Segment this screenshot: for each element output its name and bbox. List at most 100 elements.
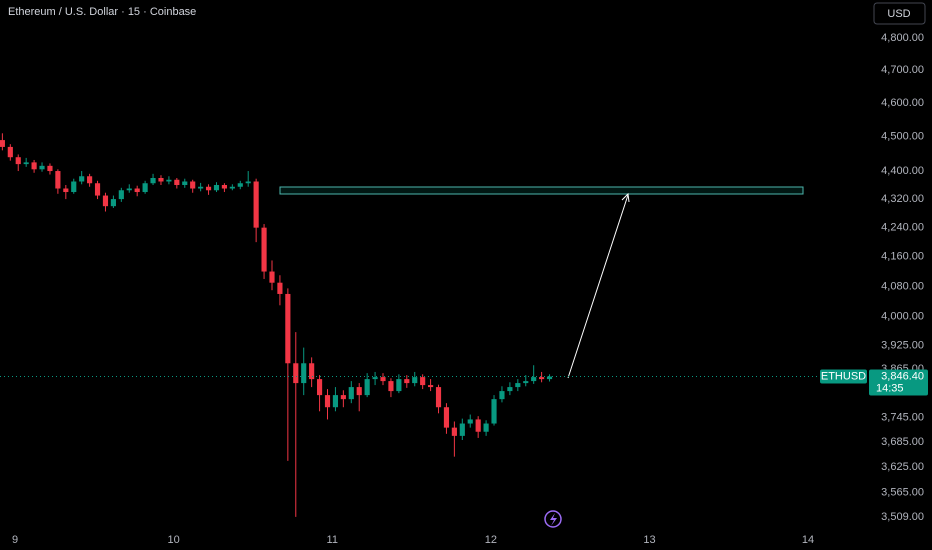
candle-body xyxy=(110,199,116,207)
candle-body xyxy=(7,146,13,158)
candle-body xyxy=(364,379,370,396)
y-tick-label: 3,565.00 xyxy=(881,487,924,499)
x-tick-label: 10 xyxy=(168,534,180,546)
candle-body xyxy=(87,176,93,184)
candle-body xyxy=(332,395,339,408)
candle-body xyxy=(23,162,29,165)
x-tick-label: 14 xyxy=(802,534,814,546)
candle-body xyxy=(459,423,465,436)
candle-body xyxy=(539,377,545,380)
candle-body xyxy=(316,379,323,396)
price-badge xyxy=(869,369,928,396)
candle-body xyxy=(174,179,180,185)
candle-body xyxy=(229,186,235,189)
candle-body xyxy=(285,293,291,364)
candle-body xyxy=(420,377,426,386)
candles xyxy=(0,133,553,517)
candle-body xyxy=(293,363,299,384)
symbol-badge xyxy=(820,369,867,384)
y-tick-label: 4,080.00 xyxy=(881,280,924,292)
candle-body xyxy=(428,385,434,388)
y-tick-label: 4,400.00 xyxy=(881,165,924,177)
candle-body xyxy=(301,363,307,384)
candle-body xyxy=(475,419,481,432)
x-tick-label: 13 xyxy=(643,534,655,546)
candle-body xyxy=(166,179,172,182)
lightning-icon[interactable] xyxy=(544,510,562,528)
candle-body xyxy=(237,183,243,187)
candle-body xyxy=(396,379,402,392)
y-tick-label: 4,320.00 xyxy=(881,193,924,205)
icon-bolt[interactable] xyxy=(550,513,557,526)
candle-body xyxy=(102,195,109,207)
candle-body xyxy=(126,188,132,191)
candle-body xyxy=(245,181,251,184)
symbol-label: ETHUSD xyxy=(821,370,866,382)
candle-body xyxy=(253,181,259,228)
candle-body xyxy=(531,377,537,382)
candle-body xyxy=(309,363,315,380)
candle-body xyxy=(491,399,497,424)
candle-body xyxy=(483,423,489,432)
candle-body xyxy=(63,188,69,193)
chart-title: Ethereum / U.S. Dollar · 15 · Coinbase xyxy=(8,6,196,18)
arrow-head xyxy=(621,192,630,203)
currency-button[interactable] xyxy=(873,2,926,25)
candle-body xyxy=(213,184,220,191)
candle-body xyxy=(546,376,553,380)
price-label: 3,846.40 xyxy=(881,370,924,382)
currency-label[interactable]: USD xyxy=(887,8,910,20)
icon-circle[interactable] xyxy=(544,510,562,528)
candle-body xyxy=(269,271,275,283)
candle-body xyxy=(79,176,85,182)
candle-body xyxy=(190,181,196,189)
candle-body xyxy=(71,181,77,193)
candle-body xyxy=(435,387,442,408)
candle-body xyxy=(198,186,204,189)
candle-body xyxy=(412,377,418,384)
y-tick-label: 4,700.00 xyxy=(881,64,924,76)
target-zone xyxy=(279,186,804,195)
candle-body xyxy=(515,383,521,388)
candle-body xyxy=(261,227,267,272)
candle-body xyxy=(372,377,378,380)
candle-body xyxy=(277,282,283,294)
y-tick-label: 3,685.00 xyxy=(881,436,924,448)
candle-body xyxy=(451,427,457,436)
candle-body xyxy=(182,181,188,185)
projection-arrow xyxy=(567,194,629,379)
candle-body xyxy=(39,165,45,170)
candle-body xyxy=(221,184,227,189)
candle-body xyxy=(94,183,101,196)
y-tick-label: 4,500.00 xyxy=(881,131,924,143)
candle-body xyxy=(0,140,5,147)
y-tick-label: 3,509.00 xyxy=(881,511,924,523)
candle-body xyxy=(348,387,354,400)
candle-body xyxy=(388,381,394,392)
candle-body xyxy=(356,387,362,396)
candle-body xyxy=(158,178,164,182)
candle-body xyxy=(404,379,410,384)
candle-body xyxy=(340,395,346,400)
candle-body xyxy=(507,387,513,392)
candle-body xyxy=(118,190,124,200)
candle-body xyxy=(499,391,505,400)
y-tick-label: 3,625.00 xyxy=(881,461,924,473)
candle-body xyxy=(55,171,61,189)
candle-body xyxy=(324,395,331,408)
candle-body xyxy=(142,183,148,193)
y-tick-label: 4,000.00 xyxy=(881,311,924,323)
candle-body xyxy=(47,165,53,172)
candle-body xyxy=(523,381,529,384)
x-tick-label: 12 xyxy=(485,534,497,546)
candle-body xyxy=(380,377,386,382)
y-tick-label: 4,600.00 xyxy=(881,97,924,109)
x-tick-label: 9 xyxy=(12,534,18,546)
candle-body xyxy=(15,157,21,165)
y-tick-label: 3,925.00 xyxy=(881,340,924,352)
y-tick-label: 4,160.00 xyxy=(881,251,924,263)
candle-body xyxy=(31,162,37,170)
